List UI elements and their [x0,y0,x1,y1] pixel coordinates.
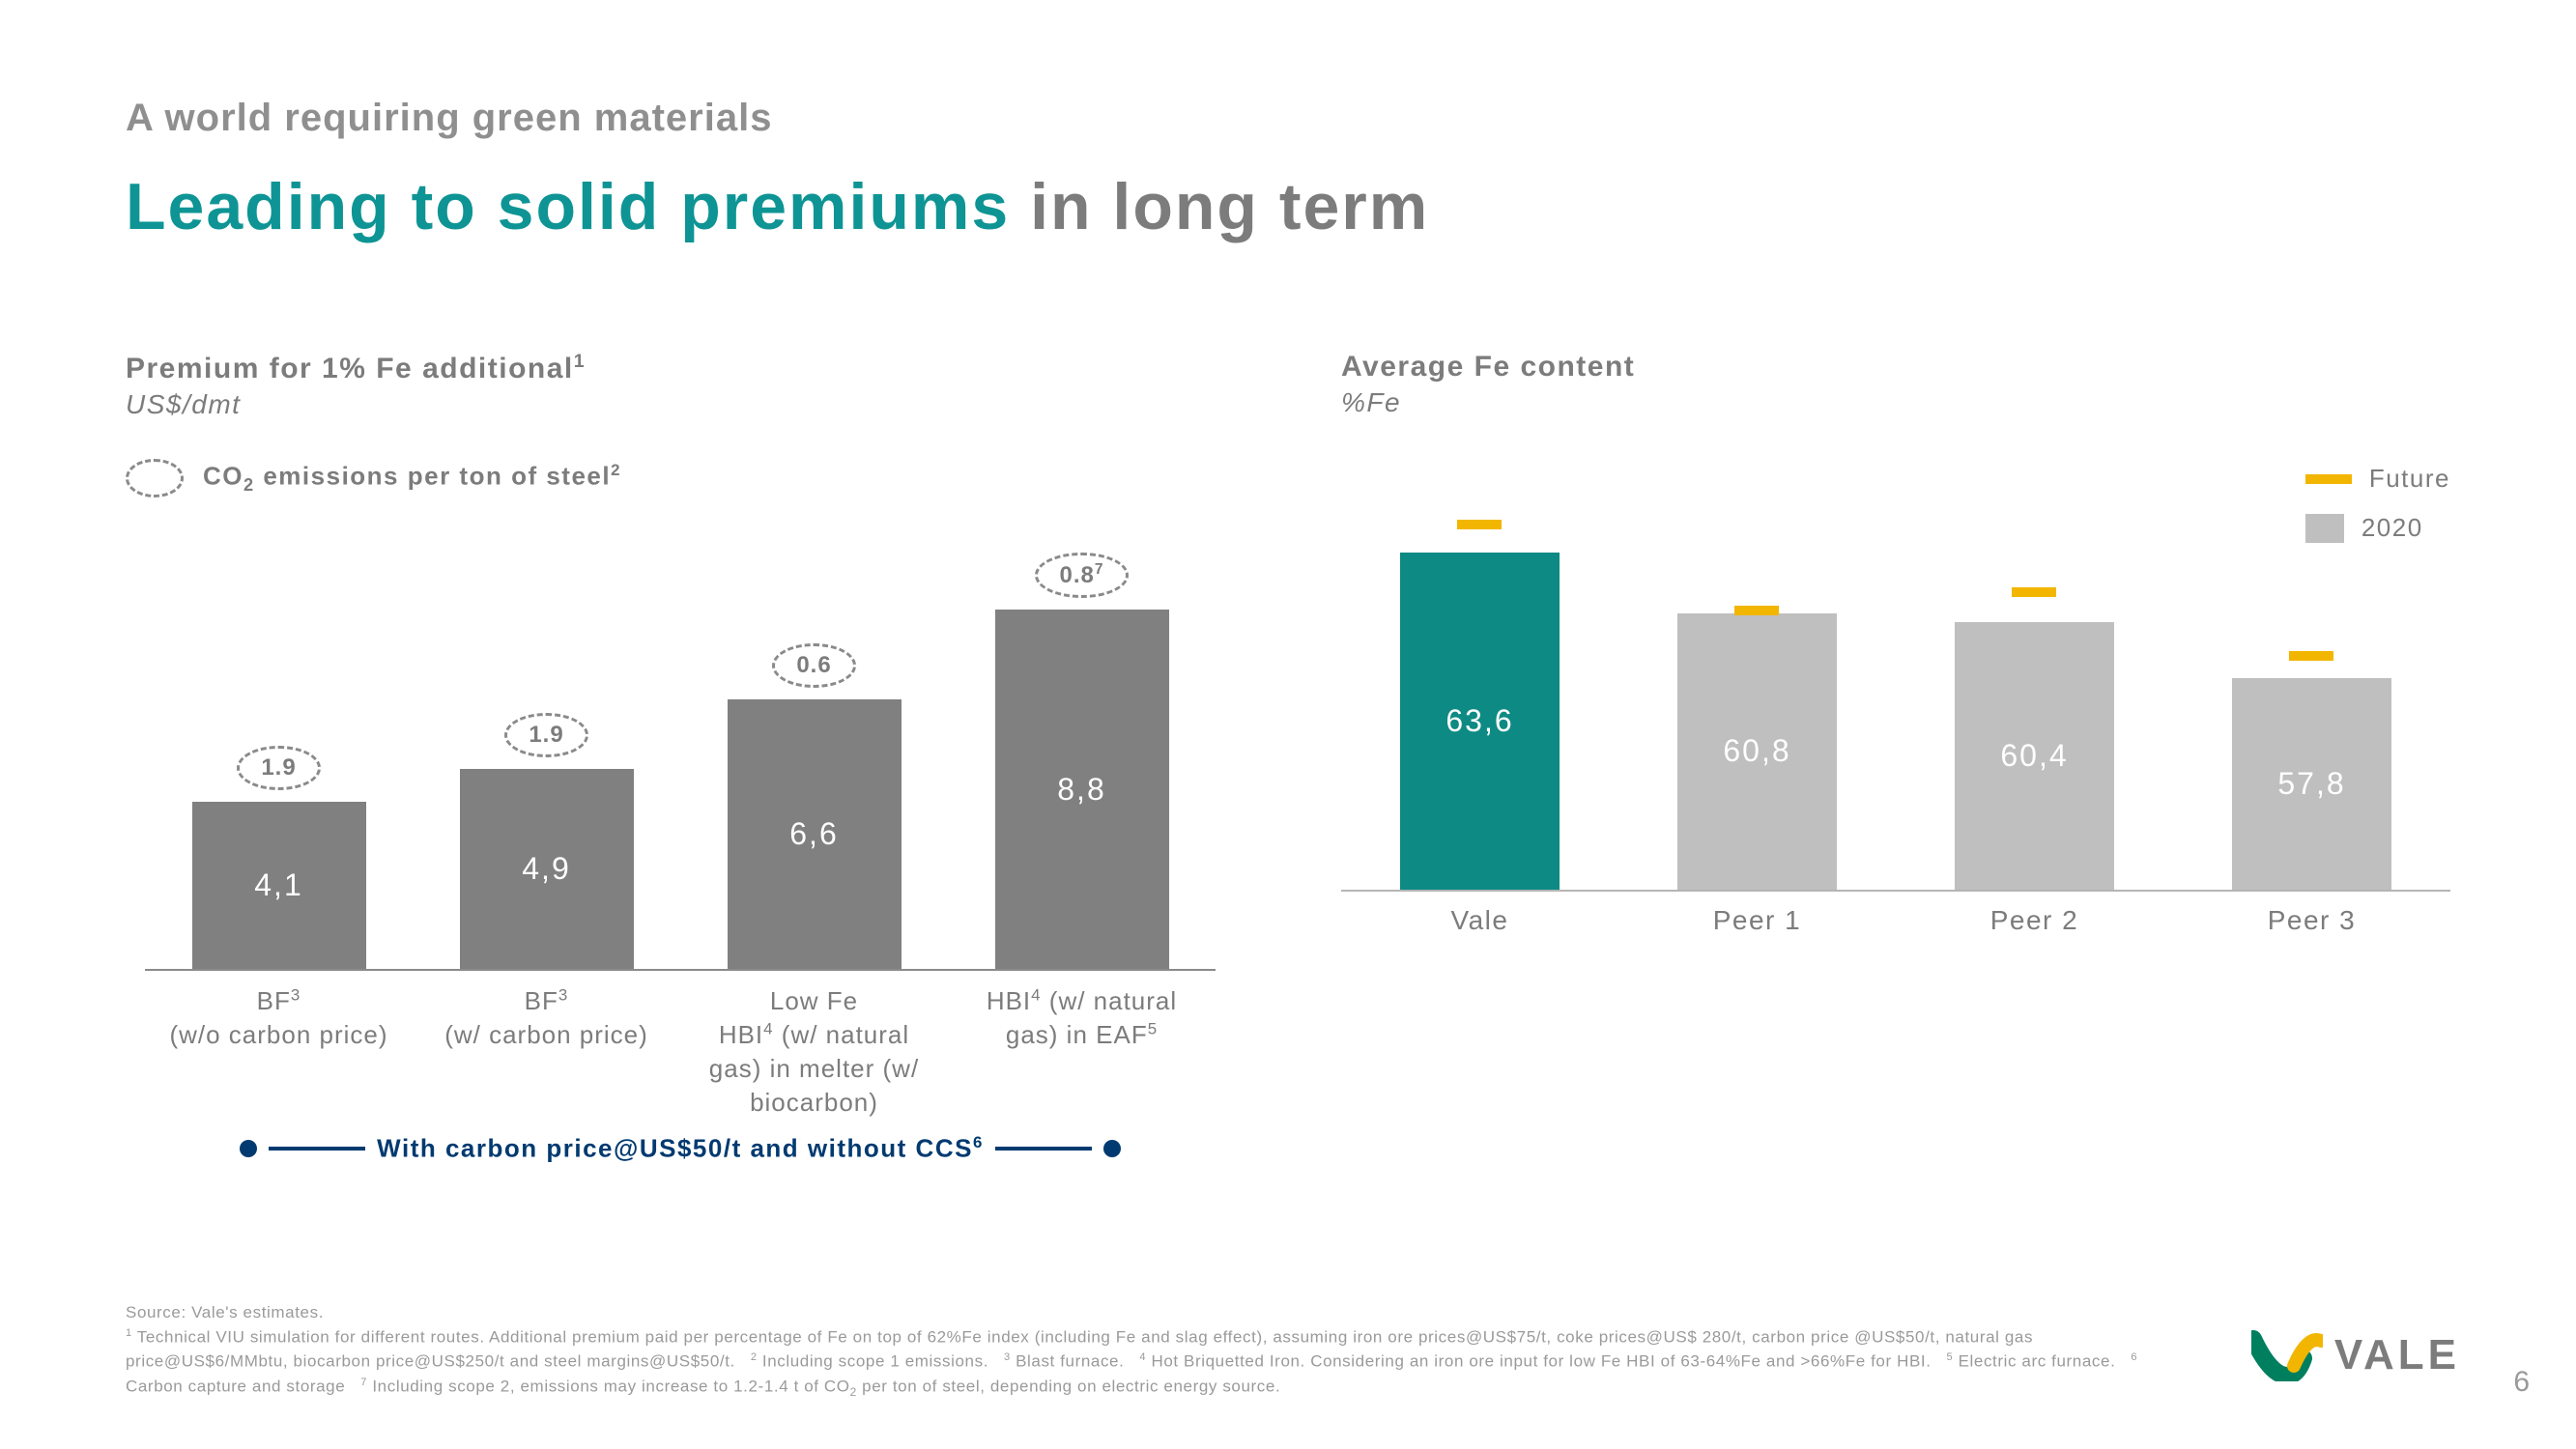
future-marker [2012,587,2056,597]
future-marker-icon [2305,474,2352,484]
chart2-xaxis-label: Peer 2 [1912,905,2157,936]
chart2-bar-group: 57,8 [2190,663,2434,890]
slide: A world requiring green materials Leadin… [0,0,2576,1449]
chart-fe-content: Average Fe content %Fe 63,660,860,457,8 … [1341,351,2450,1164]
vale-logo-text: VALE [2334,1331,2460,1379]
chart1-plot: 1.94,11.94,90.66,60.878,8 [126,517,1235,971]
chart2-bar-group: 60,4 [1912,607,2157,890]
chart2-xaxis-label: Peer 1 [1635,905,1879,936]
legend-2020-label: 2020 [2361,513,2423,543]
chart-premium: Premium for 1% Fe additional1 US$/dmt CO… [126,351,1235,1164]
footnote-source: Source: Vale's estimates. [126,1301,2170,1325]
chart2-plot: 63,6 60,8 60,4 57,8 [1341,476,2450,892]
future-marker [2289,651,2333,661]
co2-legend-text: CO2 emissions per ton of steel2 [203,461,621,496]
footnotes: Source: Vale's estimates. 1 Technical VI… [126,1301,2170,1401]
chart1-xaxis-label: HBI4 (w/ natural gas) in EAF5 [964,984,1200,1120]
co2-bubble: 1.9 [237,746,320,790]
swatch-icon [2305,514,2344,543]
future-marker [1734,606,1779,615]
co2-bubble: 1.9 [504,713,587,757]
chart2-bar-group: 60,8 [1635,598,1879,890]
vale-logo: VALE [2251,1329,2460,1381]
legend-future-label: Future [2369,464,2450,494]
title-accent: Leading to solid premiums [126,170,1010,243]
chart2-legend: Future 2020 [2305,464,2450,543]
chart1-bar-group: 1.94,1 [161,746,397,969]
page-title: Leading to solid premiums in long term [126,169,2450,244]
chart1-subtitle: US$/dmt [126,389,1235,420]
chart1-bar-group: 0.87 8,8 [964,553,1200,969]
chart1-xaxis-labels: BF3(w/o carbon price)BF3(w/ carbon price… [145,984,1216,1120]
ccs-text: With carbon price@US$50/t and without CC… [377,1133,984,1164]
pretitle: A world requiring green materials [126,97,2450,140]
future-marker [1457,520,1502,529]
chart2-bar-group: 63,6 [1358,537,1602,890]
chart1-bar: 8,8 [995,610,1169,969]
chart1-bar-group: 1.94,9 [429,713,665,969]
chart1-co2-legend: CO2 emissions per ton of steel2 [126,459,1235,497]
line-icon [269,1147,365,1151]
chart2-xaxis-label: Peer 3 [2190,905,2434,936]
chart2-title: Average Fe content [1341,351,2450,384]
chart2-xaxis-labels: Vale Peer 1 Peer 2 Peer 3 [1341,905,2450,936]
legend-future: Future [2305,464,2450,494]
dashed-oval-icon [126,459,184,497]
chart1-bar: 6,6 [728,699,902,969]
chart1-xaxis-label: Low FeHBI4 (w/ natural gas) in melter (w… [697,984,932,1120]
chart2-bar: 63,6 [1400,553,1560,890]
chart1-bar-group: 0.66,6 [697,643,932,969]
co2-bubble: 0.87 [1035,553,1128,598]
chart2-xaxis-label: Vale [1358,905,1602,936]
chart2-bar: 60,4 [1955,622,2114,890]
footnote-body: 1 Technical VIU simulation for different… [126,1325,2170,1401]
vale-logo-icon [2251,1329,2323,1381]
chart1-bar: 4,9 [460,769,634,969]
title-rest: in long term [1010,170,1429,243]
charts-row: Premium for 1% Fe additional1 US$/dmt CO… [126,351,2450,1164]
chart1-xaxis-label: BF3(w/o carbon price) [161,984,397,1120]
dot-icon [1103,1140,1121,1157]
chart1-xaxis-label: BF3(w/ carbon price) [429,984,665,1120]
chart2-bar: 57,8 [2232,678,2391,890]
co2-bubble: 0.6 [772,643,855,688]
chart1-title: Premium for 1% Fe additional1 [126,351,1235,385]
line-icon [995,1147,1092,1151]
legend-2020: 2020 [2305,513,2450,543]
chart2-bar: 60,8 [1677,613,1837,890]
page-number: 6 [2513,1366,2530,1399]
chart1-bar: 4,1 [192,802,366,969]
chart2-subtitle: %Fe [1341,387,2450,418]
dot-icon [240,1140,257,1157]
ccs-annotation: With carbon price@US$50/t and without CC… [126,1133,1235,1164]
